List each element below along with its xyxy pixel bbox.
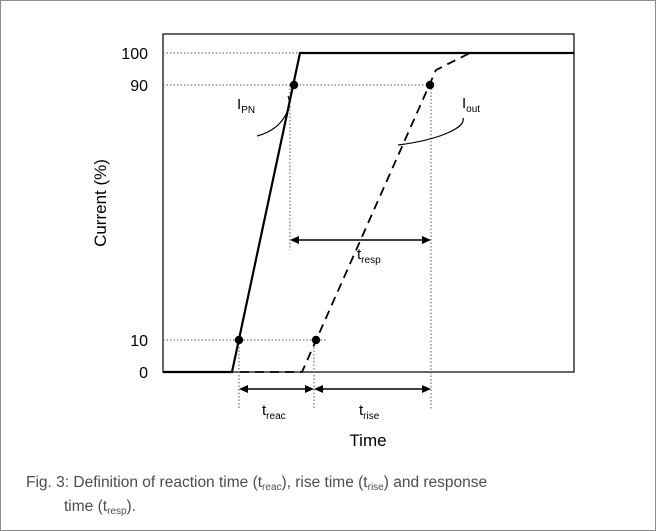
y-tick-labels: 100 90 10 0 xyxy=(121,46,148,382)
output-label-main: I xyxy=(462,95,466,112)
input-label-sub: PN xyxy=(241,105,255,116)
resp-label-sub: resp xyxy=(361,255,381,266)
rise-label: trise xyxy=(359,402,380,422)
output-current-curve xyxy=(240,52,505,373)
input-label-main: I xyxy=(237,96,241,113)
input-90-point xyxy=(289,80,299,90)
arrow-heads xyxy=(239,236,431,393)
ytick-0: 0 xyxy=(139,365,148,382)
output-10-point xyxy=(311,335,321,345)
output-90-point xyxy=(425,80,435,90)
input-current-curve xyxy=(163,51,574,374)
caption-text-2a: time (t xyxy=(64,498,108,515)
resp-label-main: t xyxy=(357,246,362,263)
output-label-sub: out xyxy=(466,104,480,115)
x-axis-label: Time xyxy=(349,431,386,450)
caption-sub-resp: resp xyxy=(107,506,127,517)
output-label-leader xyxy=(397,117,464,146)
rise-label-sub: rise xyxy=(363,411,380,422)
input-label-leader xyxy=(256,95,290,137)
caption-text-1c: ) and response xyxy=(383,474,488,491)
caption-line-2: time (tresp). xyxy=(26,497,636,521)
figure-caption: Fig. 3: Definition of reaction time (tre… xyxy=(26,473,636,521)
caption-text-1a: Fig. 3: Definition of reaction time (t xyxy=(26,474,263,491)
ytick-90: 90 xyxy=(130,78,148,95)
output-current-label: Iout xyxy=(462,95,480,115)
interval-arrows xyxy=(244,239,426,390)
ytick-10: 10 xyxy=(130,333,148,350)
caption-text-1b: ), rise time (t xyxy=(281,474,368,491)
reac-label: treac xyxy=(262,402,286,422)
caption-sub-rise: rise xyxy=(367,482,384,493)
plot-area xyxy=(162,33,575,373)
reac-label-sub: reac xyxy=(266,411,285,422)
y-axis-label: Current (%) xyxy=(91,159,110,247)
ytick-100: 100 xyxy=(121,46,148,63)
reference-lines xyxy=(163,52,432,410)
reac-label-main: t xyxy=(262,402,267,419)
rise-label-main: t xyxy=(359,402,364,419)
input-10-point xyxy=(234,335,244,345)
caption-text-2b: ). xyxy=(126,498,136,515)
input-current-label: IPN xyxy=(237,96,255,116)
resp-label: tresp xyxy=(357,246,381,266)
marker-points xyxy=(234,80,435,345)
caption-sub-reac: reac xyxy=(262,482,282,493)
